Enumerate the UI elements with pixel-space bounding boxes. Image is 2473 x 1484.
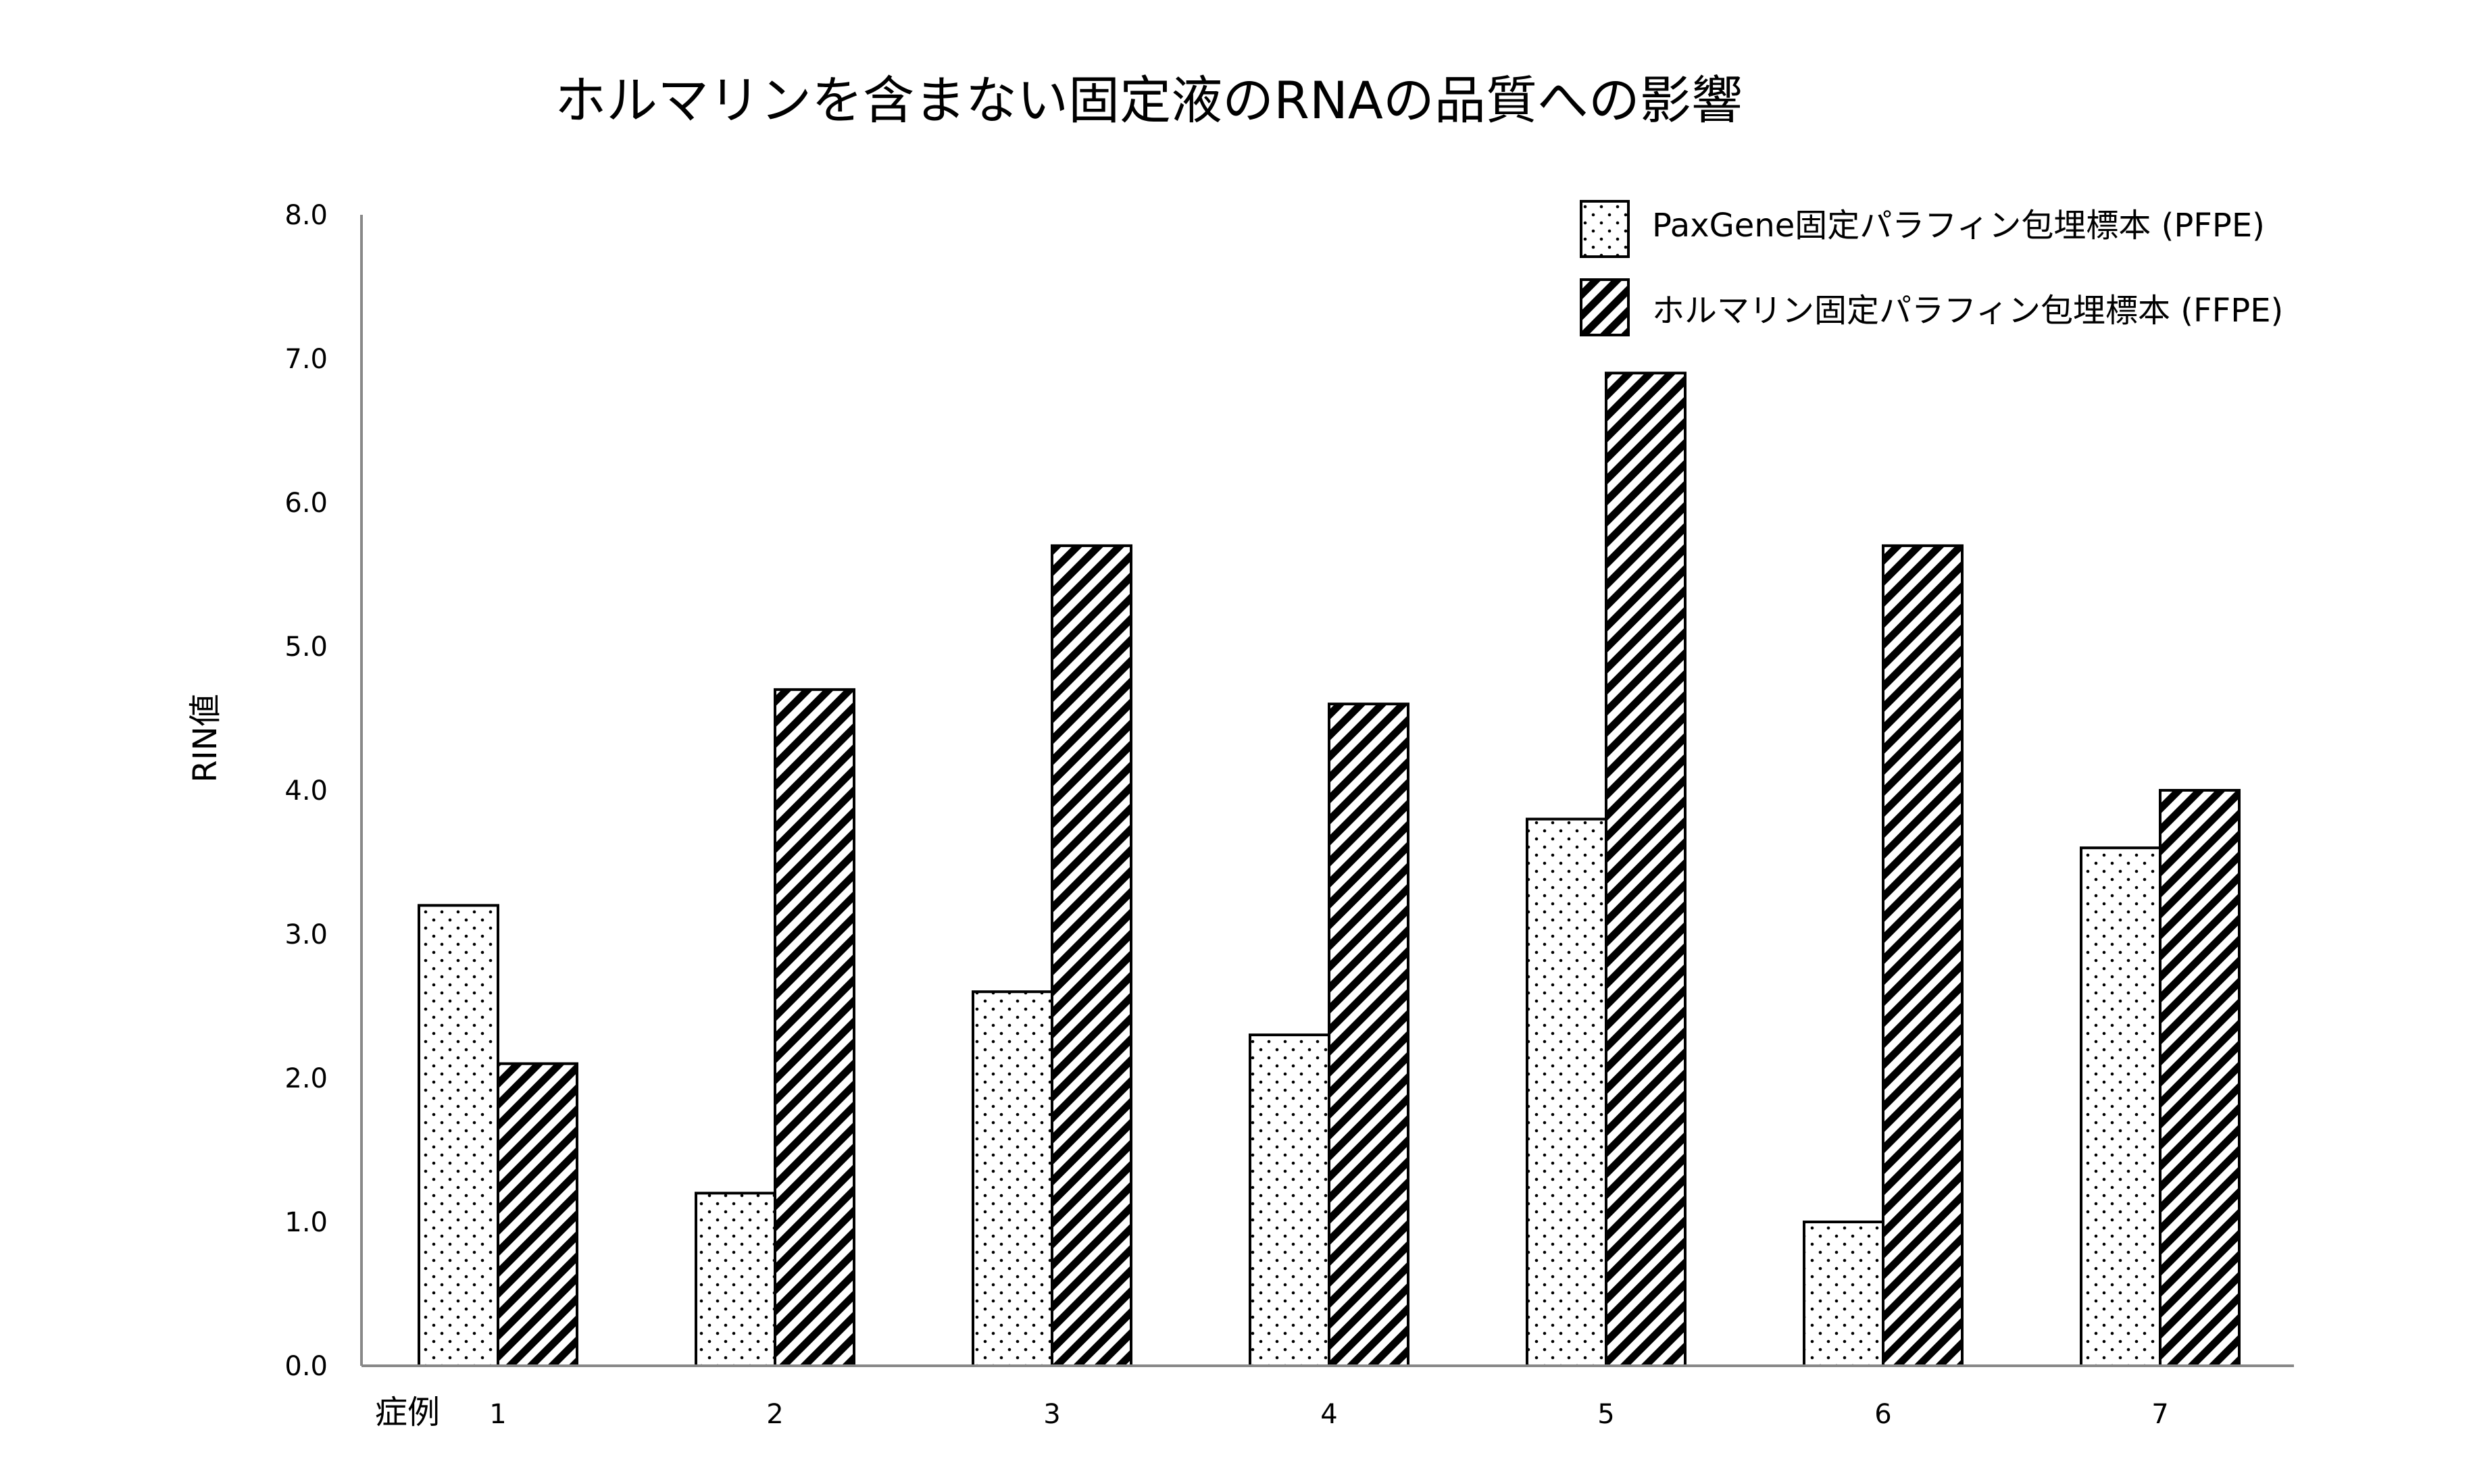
legend-label-pfpe: PaxGene固定パラフィン包埋標本 (PFPE)	[1652, 207, 2265, 245]
y-tick-label: 0.0	[284, 1351, 328, 1382]
y-tick-label: 3.0	[284, 919, 328, 950]
y-tick-label: 8.0	[284, 200, 328, 231]
legend-swatch-pfpe	[1580, 200, 1630, 258]
y-tick-label: 2.0	[284, 1063, 328, 1094]
x-tick-label: 1	[489, 1399, 506, 1430]
bar-pfpe	[1526, 817, 1607, 1367]
y-axis-label: RIN値	[186, 694, 224, 782]
bar-ffpe	[1882, 544, 1964, 1367]
bar-pfpe	[1249, 1033, 1330, 1367]
y-tick-label: 4.0	[284, 775, 328, 807]
bar-ffpe	[497, 1062, 578, 1367]
chart-title: ホルマリンを含まない固定液のRNAの品質への影響	[555, 70, 1743, 130]
y-tick-label: 7.0	[284, 344, 328, 375]
bar-pfpe	[695, 1192, 776, 1368]
x-tick-label: 7	[2151, 1399, 2168, 1430]
x-axis-label: 症例	[375, 1393, 440, 1431]
bar-ffpe	[1051, 544, 1132, 1367]
bar-ffpe	[1328, 702, 1409, 1367]
bar-pfpe	[972, 990, 1053, 1367]
y-tick-label: 1.0	[284, 1207, 328, 1238]
bar-pfpe	[1803, 1221, 1884, 1367]
bar-pfpe	[418, 904, 499, 1367]
y-tick-label: 5.0	[284, 632, 328, 663]
x-tick-label: 3	[1043, 1399, 1060, 1430]
x-tick-label: 6	[1874, 1399, 1891, 1430]
y-tick-label: 6.0	[284, 488, 328, 519]
bar-ffpe	[774, 688, 855, 1367]
x-tick-label: 5	[1597, 1399, 1614, 1430]
x-tick-label: 4	[1320, 1399, 1337, 1430]
legend-swatch-ffpe	[1580, 278, 1630, 336]
x-tick-label: 2	[766, 1399, 783, 1430]
bar-pfpe	[2080, 846, 2162, 1367]
bar-ffpe	[1605, 372, 1687, 1367]
legend: PaxGene固定パラフィン包埋標本 (PFPE) ホルマリン固定パラフィン包埋…	[1580, 200, 2283, 336]
legend-label-ffpe: ホルマリン固定パラフィン包埋標本 (FFPE)	[1652, 292, 2283, 330]
bar-ffpe	[2159, 789, 2241, 1367]
